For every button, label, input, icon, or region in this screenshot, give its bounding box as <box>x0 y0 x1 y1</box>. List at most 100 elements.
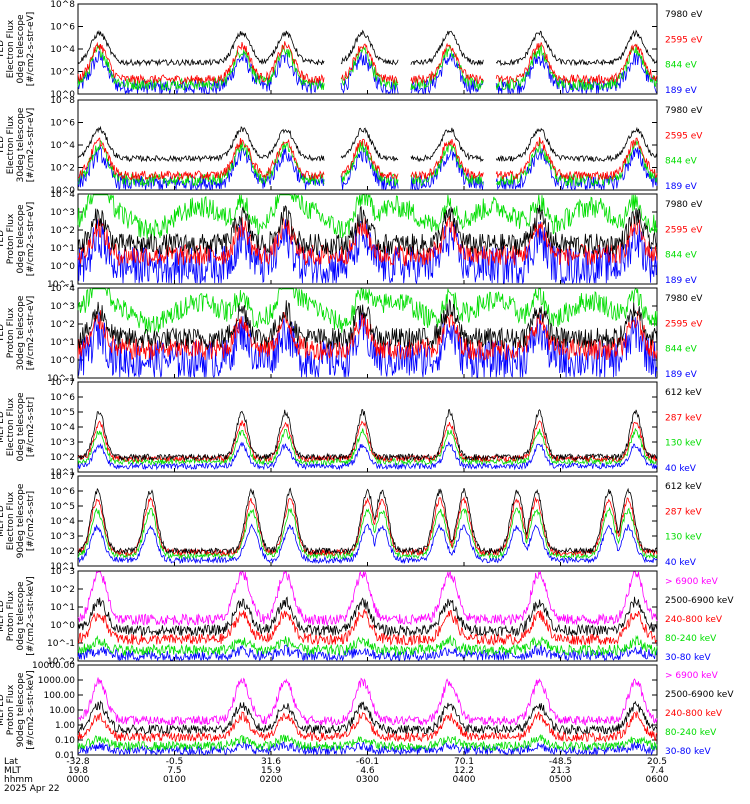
y-tick-label: 10^0 <box>50 262 75 272</box>
panel-y-label: MEPEDProton Flux90deg telescope[#/cm2-s-… <box>0 670 36 749</box>
y-tick-label: 10^6 <box>50 393 75 403</box>
y-tick-label: 10^1 <box>50 562 75 572</box>
x-tick-mlt: 15.9 <box>261 766 281 776</box>
y-label-line: Electron Flux <box>6 19 16 78</box>
y-tick-label: 10^3 <box>50 567 75 577</box>
y-label-line: TED <box>0 230 6 249</box>
y-label-line: [#/cm2-s-str-eV] <box>26 296 36 371</box>
series-line <box>77 43 658 92</box>
panel-y-label: TEDProton Flux0deg telescope[#/cm2-s-str… <box>0 202 36 277</box>
y-tick-label: 10^6 <box>50 23 75 33</box>
y-tick-label: 10^0 <box>50 186 75 196</box>
series-line <box>77 710 658 743</box>
x-tick-lat: -32.8 <box>66 757 90 767</box>
y-tick-label: 10^2 <box>50 547 75 557</box>
y-tick-label: 10^2 <box>50 453 75 463</box>
y-label-line: Electron Flux <box>6 115 16 174</box>
series-line <box>77 570 658 627</box>
legend-entry: 612 keV <box>665 388 702 398</box>
legend-entry: 2595 eV <box>665 131 703 141</box>
y-label-line: 30deg telescope <box>16 107 26 182</box>
y-label-line: [#/cm2-s-str-keV] <box>26 576 36 655</box>
series-line <box>77 288 658 334</box>
y-label-line: Electron Flux <box>6 397 16 456</box>
x-row-label: Lat <box>4 757 19 767</box>
x-date-label: 2025 Apr 22 <box>4 784 60 794</box>
legend-entry: 844 eV <box>665 345 698 355</box>
series-line <box>77 312 658 379</box>
y-tick-label: 10^4 <box>50 190 75 200</box>
x-tick-hhmm: 0300 <box>356 775 379 785</box>
series-line <box>77 487 658 556</box>
y-tick-label: 10000.00 <box>32 661 75 671</box>
legend-entry: 7980 eV <box>665 294 703 304</box>
series-line <box>77 146 658 191</box>
x-row-label: MLT <box>4 766 22 776</box>
y-tick-label: 1000.00 <box>38 676 75 686</box>
y-tick-label: 10^7 <box>50 378 75 388</box>
y-label-line: MEPED <box>0 505 6 537</box>
x-tick-mlt: 7.5 <box>167 766 181 776</box>
y-tick-label: 10^2 <box>50 164 75 174</box>
y-tick-label: 0.10 <box>55 736 75 746</box>
panel-y-label: TEDProton Flux30deg telescope[#/cm2-s-st… <box>0 295 36 370</box>
x-tick-lat: -0.5 <box>166 757 184 767</box>
x-tick-hhmm: 0400 <box>453 775 476 785</box>
y-tick-label: 10^8 <box>50 0 75 10</box>
panel-y-label: TEDElectron Flux0deg telescope[#/cm2-s-s… <box>0 12 36 87</box>
y-tick-label: 10^6 <box>50 119 75 129</box>
y-tick-label: 10^5 <box>50 502 75 512</box>
x-tick-lat: -60.1 <box>356 757 379 767</box>
series-line <box>77 41 658 85</box>
legend-entry: 287 keV <box>665 413 702 423</box>
x-tick-lat: 31.6 <box>261 757 281 767</box>
x-tick-hhmm: 0500 <box>549 775 572 785</box>
legend-entry: 7980 eV <box>665 106 703 116</box>
series-line <box>77 496 658 557</box>
y-label-line: 0deg telescope <box>16 581 26 651</box>
y-tick-label: 10^5 <box>50 408 75 418</box>
legend-entry: 189 eV <box>665 182 698 192</box>
x-tick-mlt: 19.8 <box>68 766 88 776</box>
x-tick-hhmm: 0100 <box>163 775 186 785</box>
y-tick-label: 10^7 <box>50 472 75 482</box>
legend-entry: 130 keV <box>665 439 702 449</box>
series-line <box>77 204 658 256</box>
y-tick-label: 10^-2 <box>47 657 75 667</box>
legend-entry: 40 keV <box>665 558 697 568</box>
x-tick-mlt: 21.3 <box>550 766 570 776</box>
series-line <box>77 125 658 163</box>
legend-entry: 2595 eV <box>665 225 703 235</box>
panel-y-label: MEPEDProton Flux0deg telescope[#/cm2-s-s… <box>0 576 36 655</box>
y-tick-label: 10^1 <box>50 244 75 254</box>
y-tick-label: 10^3 <box>50 532 75 542</box>
y-label-line: MEPED <box>0 600 6 632</box>
legend-entry: 30-80 keV <box>665 747 711 757</box>
y-tick-label: 10^2 <box>50 585 75 595</box>
y-label-line: 0deg telescope <box>16 14 26 84</box>
series-line <box>77 634 658 656</box>
y-label-line: TED <box>0 40 6 59</box>
y-tick-label: 10^4 <box>50 517 75 527</box>
y-label-line: Proton Flux <box>6 307 16 358</box>
y-label-line: Proton Flux <box>6 213 16 264</box>
legend-entry: 240-800 keV <box>665 709 723 719</box>
y-label-line: TED <box>0 136 6 155</box>
series-line <box>77 506 658 560</box>
y-label-line: 0deg telescope <box>16 392 26 462</box>
y-tick-label: 100.00 <box>44 691 76 701</box>
x-tick-hhmm: 0600 <box>646 775 669 785</box>
y-label-line: [#/cm2-s-str] <box>26 491 36 551</box>
y-label-line: [#/cm2-s-str-eV] <box>26 12 36 87</box>
panel-y-label: MEPEDElectron Flux0deg telescope[#/cm2-s… <box>0 392 36 462</box>
y-tick-label: 10^2 <box>50 320 75 330</box>
y-tick-label: 10^1 <box>50 338 75 348</box>
y-tick-label: 10^3 <box>50 208 75 218</box>
legend-entry: 844 eV <box>665 251 698 261</box>
x-tick-mlt: 12.2 <box>454 766 474 776</box>
y-tick-label: 10^-1 <box>47 639 75 649</box>
y-tick-label: 10^8 <box>50 96 75 106</box>
y-tick-label: 0.01 <box>55 751 75 761</box>
y-tick-label: 10.00 <box>49 706 75 716</box>
